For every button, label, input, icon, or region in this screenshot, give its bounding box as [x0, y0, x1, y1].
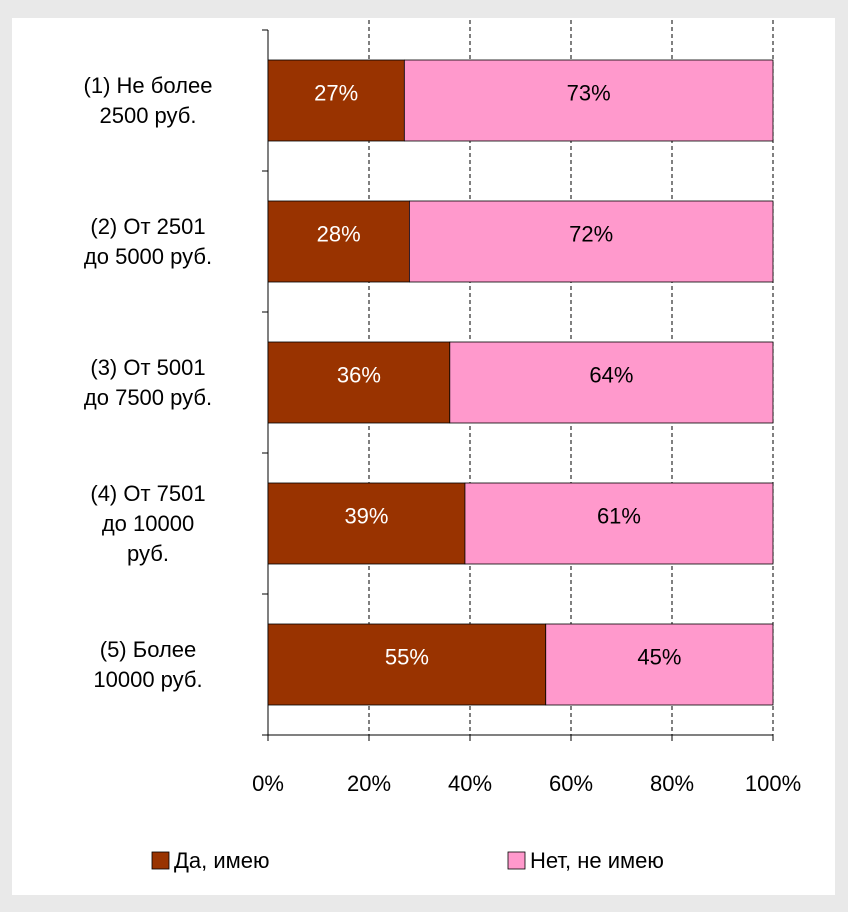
bar-segment [267, 200, 410, 283]
x-tick-label: 0% [252, 771, 284, 796]
bar-segment [464, 482, 774, 565]
data-label: 73% [567, 80, 611, 105]
data-label: 28% [317, 221, 361, 246]
legend-label: Да, имею [174, 848, 270, 873]
bar-segment [267, 341, 451, 424]
x-tick-label: 20% [347, 771, 391, 796]
bar-segment [449, 341, 774, 424]
x-tick-label: 100% [745, 771, 801, 796]
data-label: 39% [344, 503, 388, 528]
x-tick-label: 60% [549, 771, 593, 796]
data-label: 55% [385, 644, 429, 669]
y-tick-label: (5) Более 10000 руб. [93, 636, 203, 692]
chart-panel [12, 18, 835, 895]
legend-swatch [151, 851, 170, 870]
bar-segment [545, 623, 774, 706]
bar-segment [267, 482, 466, 565]
data-label: 45% [637, 644, 681, 669]
x-tick-label: 80% [650, 771, 694, 796]
data-label: 61% [597, 503, 641, 528]
y-tick-label: (4) От 7501 до 10000 руб. [90, 480, 206, 566]
bar-segment [267, 59, 405, 142]
legend-label: Нет, не имею [530, 848, 664, 873]
data-label: 72% [569, 221, 613, 246]
bar-segment [408, 200, 774, 283]
bar-segment [403, 59, 774, 142]
y-tick-label: (3) От 5001 до 7500 руб. [83, 354, 213, 410]
x-tick-label: 40% [448, 771, 492, 796]
data-label: 64% [589, 362, 633, 387]
legend-swatch [507, 851, 526, 870]
data-label: 27% [314, 80, 358, 105]
data-label: 36% [337, 362, 381, 387]
y-tick-label: (1) Не более 2500 руб. [83, 72, 213, 128]
y-tick-label: (2) От 2501 до 5000 руб. [83, 213, 213, 269]
